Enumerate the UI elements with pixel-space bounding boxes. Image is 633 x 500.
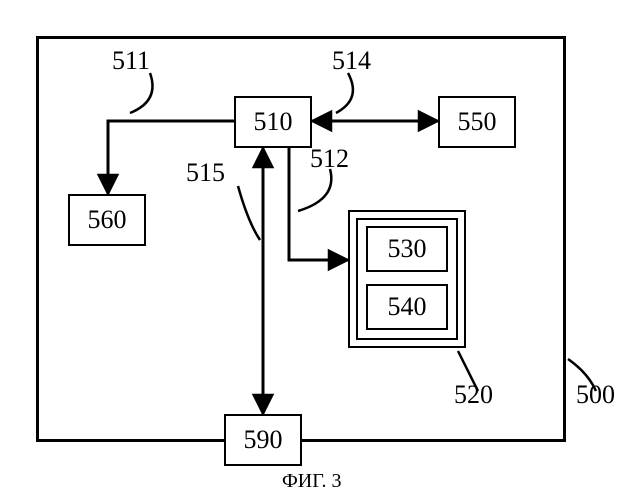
node-510: 510: [234, 96, 312, 148]
label-520: 520: [454, 380, 493, 410]
connectors: [0, 0, 633, 500]
node-540: 540: [366, 284, 448, 330]
label-512: 512: [310, 144, 349, 174]
node-560-label: 560: [88, 205, 127, 235]
node-550: 550: [438, 96, 516, 148]
node-510-label: 510: [254, 107, 293, 137]
figure-caption: ФИГ. 3: [282, 470, 342, 493]
label-500: 500: [576, 380, 615, 410]
node-550-label: 550: [458, 107, 497, 137]
node-560: 560: [68, 194, 146, 246]
node-590: 590: [224, 414, 302, 466]
node-590-label: 590: [244, 425, 283, 455]
node-540-label: 540: [388, 292, 427, 322]
node-530-label: 530: [388, 234, 427, 264]
label-511: 511: [112, 46, 150, 76]
label-515: 515: [186, 158, 225, 188]
label-514: 514: [332, 46, 371, 76]
node-530: 530: [366, 226, 448, 272]
